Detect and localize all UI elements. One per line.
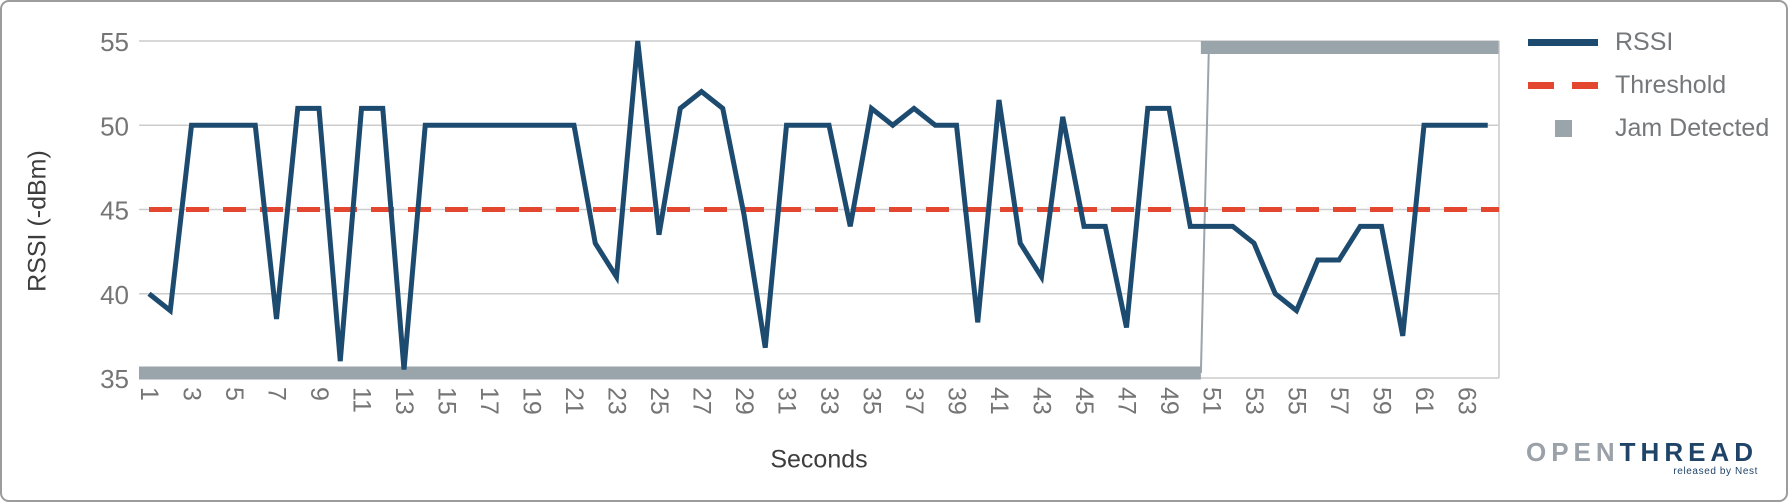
legend-label-jam: Jam Detected	[1615, 113, 1770, 142]
openthread-wordmark: OPENTHREAD	[1525, 437, 1758, 467]
x-tick-label: 19	[518, 387, 546, 415]
x-tick-label: 61	[1410, 387, 1438, 415]
legend-item-jam: Jam Detected	[1528, 113, 1769, 143]
legend-label-rssi: RSSI	[1615, 27, 1674, 56]
x-tick-label: 59	[1368, 387, 1396, 415]
y-tick-label: 50	[100, 111, 129, 141]
x-tick-label: 39	[943, 387, 971, 415]
openthread-logo: OPENTHREAD released by Nest	[1525, 437, 1758, 478]
x-tick-label: 37	[900, 387, 928, 415]
x-tick-label: 23	[603, 387, 631, 415]
x-tick-label: 47	[1113, 387, 1141, 415]
legend-label-threshold: Threshold	[1615, 70, 1727, 99]
x-tick-label: 35	[858, 387, 886, 415]
y-tick-label: 45	[100, 196, 129, 226]
x-axis-title: Seconds	[770, 445, 868, 474]
x-tick-label: 13	[390, 387, 418, 415]
x-tick-label: 25	[645, 387, 673, 415]
x-tick-label: 5	[220, 387, 248, 401]
legend-item-rssi: RSSI	[1528, 27, 1769, 57]
legend-item-threshold: Threshold	[1528, 70, 1769, 100]
legend: RSSI Threshold Jam Detected	[1528, 27, 1769, 156]
logo-thread-text: THREAD	[1619, 437, 1758, 467]
x-tick-label: 49	[1155, 387, 1183, 415]
y-tick-label: 35	[100, 364, 129, 394]
x-tick-label: 31	[773, 387, 801, 415]
x-tick-label: 29	[730, 387, 758, 415]
x-tick-label: 3	[178, 387, 206, 401]
y-axis-title: RSSI (-dBm)	[23, 150, 52, 292]
x-tick-label: 21	[560, 387, 588, 415]
jam-band-low	[139, 366, 1201, 380]
x-tick-label: 41	[985, 387, 1013, 415]
x-tick-label: 1	[135, 387, 163, 401]
x-tick-label: 11	[348, 387, 376, 413]
x-tick-label: 53	[1240, 387, 1268, 415]
logo-tagline: released by Nest	[1673, 466, 1758, 478]
threshold-dash-swatch-icon	[1528, 70, 1598, 100]
x-tick-label: 51	[1198, 387, 1226, 415]
x-tick-label: 17	[475, 387, 503, 415]
x-tick-label: 15	[433, 387, 461, 415]
x-tick-label: 55	[1283, 387, 1311, 415]
x-tick-label: 33	[815, 387, 843, 415]
x-tick-label: 57	[1325, 387, 1353, 415]
x-tick-label: 27	[688, 387, 716, 415]
x-tick-label: 9	[305, 387, 333, 401]
x-tick-label: 45	[1070, 387, 1098, 415]
rssi-line-swatch-icon	[1528, 27, 1598, 57]
logo-open-text: OPEN	[1525, 437, 1620, 467]
y-tick-label: 55	[100, 27, 129, 57]
jam-square-swatch-icon	[1528, 113, 1598, 143]
x-tick-label: 7	[263, 387, 291, 401]
rssi-line	[147, 40, 1488, 370]
x-tick-label: 63	[1453, 387, 1481, 415]
jam-band-high	[1200, 41, 1499, 54]
x-tick-label: 43	[1028, 387, 1056, 415]
y-tick-label: 40	[100, 280, 129, 310]
